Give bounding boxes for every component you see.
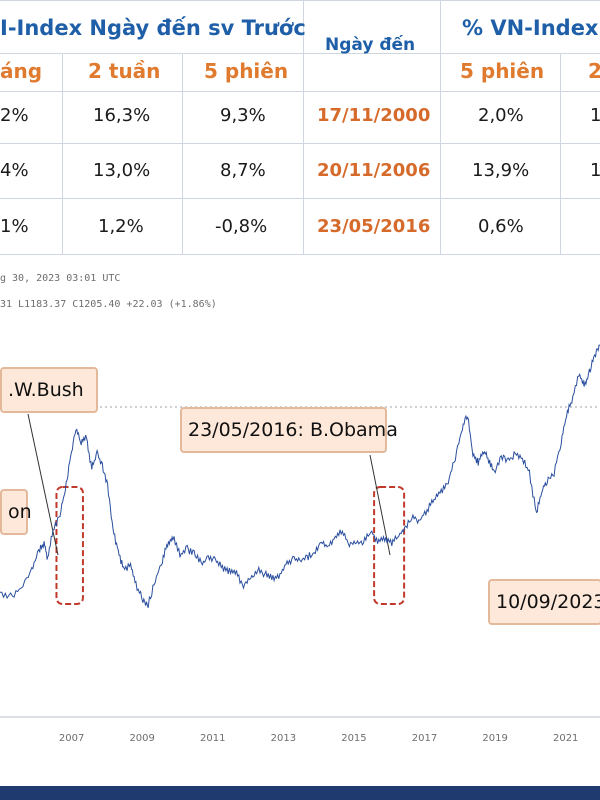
annotation-bush: .W.Bush xyxy=(0,367,98,413)
footer-bar xyxy=(0,786,600,800)
table-date-cell: 23/05/2016 xyxy=(317,216,431,237)
x-tick-label: 2015 xyxy=(341,733,366,744)
chart-plot: 2007 2009 2011 2013 2015 2017 2019 2021 xyxy=(0,344,600,744)
column-header: 2 xyxy=(588,59,600,83)
annotation-clinton: on xyxy=(0,489,32,535)
table-divider xyxy=(0,198,600,199)
table-divider xyxy=(62,53,63,254)
chart-ohlc-label: 31 L1183.37 C1205.40 +22.03 (+1.86%) xyxy=(0,299,217,310)
x-tick-label: 2019 xyxy=(482,733,507,744)
highlight-region xyxy=(373,486,406,605)
table-divider xyxy=(0,254,600,255)
table-divider xyxy=(0,143,600,144)
index-series-line xyxy=(0,344,600,608)
table-cell: -0,8% xyxy=(215,216,268,237)
table-cell: 13,9% xyxy=(472,160,530,181)
table-header-left: I-Index Ngày đến sv Trước xyxy=(0,16,306,40)
column-header: áng xyxy=(0,59,43,83)
x-tick-label: 2007 xyxy=(59,733,84,744)
table-divider xyxy=(560,53,561,254)
highlight-region xyxy=(55,486,84,605)
chart-date-label: g 30, 2023 03:01 UTC xyxy=(0,273,121,284)
table-divider xyxy=(440,0,441,254)
vn-index-chart: g 30, 2023 03:01 UTC 31 L1183.37 C1205.4… xyxy=(0,257,600,800)
table-divider xyxy=(182,53,183,254)
x-tick-label: 2017 xyxy=(412,733,437,744)
x-tick-label: 2021 xyxy=(553,733,578,744)
table-date-cell: 20/11/2006 xyxy=(317,160,431,181)
table-cell: 0,6% xyxy=(478,216,524,237)
table-cell: 13,0% xyxy=(93,160,151,181)
table-cell: 1 xyxy=(590,105,600,126)
table-cell: 1,2% xyxy=(98,216,144,237)
annotation-obama: 23/05/2016: B.Obama xyxy=(180,407,398,453)
column-header: 2 tuần xyxy=(88,59,161,83)
x-tick-label: 2009 xyxy=(129,733,154,744)
table-cell: 8,7% xyxy=(220,160,266,181)
table-cell: 1% xyxy=(0,216,29,237)
table-cell: 9,3% xyxy=(220,105,266,126)
column-header: 5 phiên xyxy=(204,59,289,83)
annotation-2023: 10/09/2023 xyxy=(488,579,600,625)
table-date-cell: 17/11/2000 xyxy=(317,105,431,126)
table-cell: 2% xyxy=(0,105,29,126)
annotation-pointer xyxy=(27,413,59,556)
table-cell: 2,0% xyxy=(478,105,524,126)
annotation-pointer xyxy=(369,454,391,556)
table-cell: 1 xyxy=(590,160,600,181)
column-header: 5 phiên xyxy=(460,59,545,83)
table-cell: 4% xyxy=(0,160,29,181)
table-header-right: % VN-Index S xyxy=(462,16,600,40)
table-divider xyxy=(0,53,600,54)
table-divider xyxy=(0,91,600,92)
table-header-date: Ngày đến xyxy=(325,35,416,55)
x-tick-label: 2013 xyxy=(271,733,296,744)
table-cell: 16,3% xyxy=(93,105,151,126)
x-tick-label: 2011 xyxy=(200,733,225,744)
election-returns-table: I-Index Ngày đến sv Trước Ngày đến % VN-… xyxy=(0,0,600,257)
table-border-top xyxy=(0,0,600,1)
table-divider xyxy=(303,0,304,254)
